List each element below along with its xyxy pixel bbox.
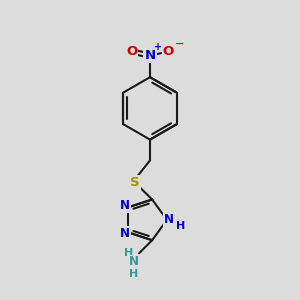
Text: +: + bbox=[154, 43, 162, 52]
Text: S: S bbox=[130, 176, 140, 189]
Text: H: H bbox=[124, 248, 133, 258]
Text: O: O bbox=[163, 45, 174, 58]
Text: N: N bbox=[120, 227, 130, 240]
Text: O: O bbox=[126, 45, 137, 58]
Text: −: − bbox=[175, 39, 184, 49]
Text: N: N bbox=[144, 49, 156, 62]
Text: N: N bbox=[120, 199, 130, 212]
Text: N: N bbox=[164, 213, 174, 226]
Text: H: H bbox=[176, 221, 185, 231]
Text: N: N bbox=[129, 255, 139, 268]
Text: H: H bbox=[129, 269, 138, 279]
